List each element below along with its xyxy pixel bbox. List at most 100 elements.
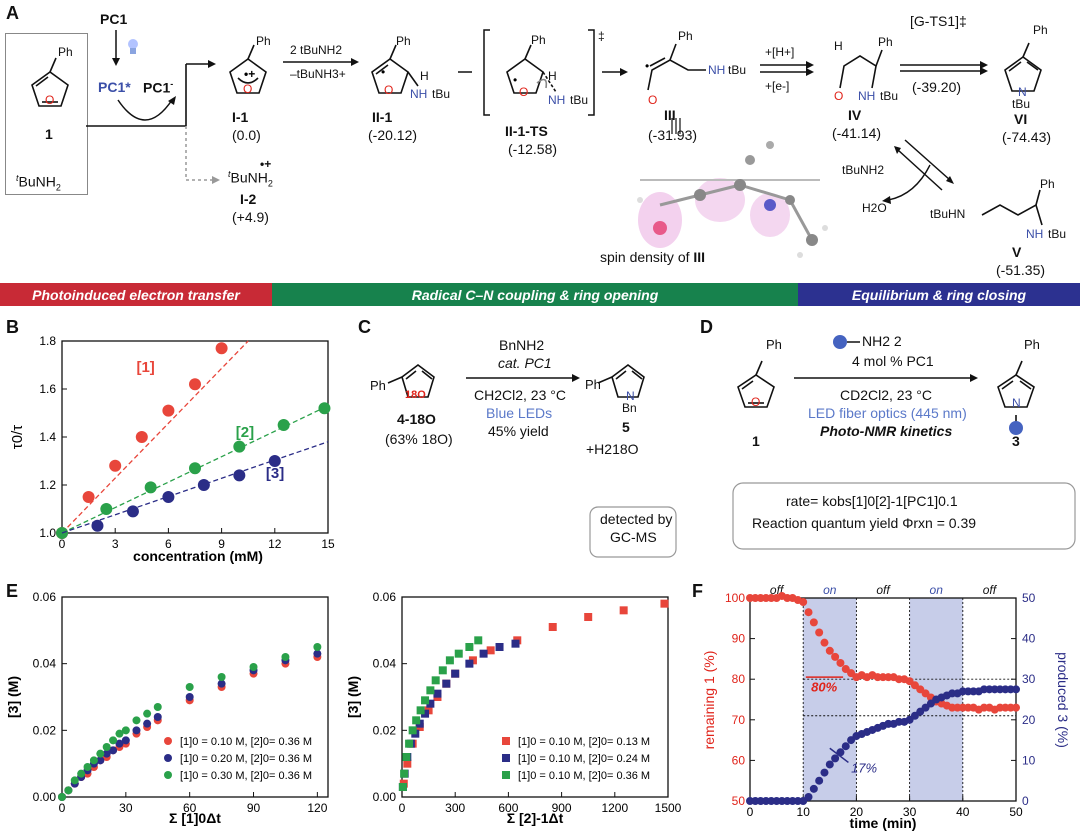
c-sm-ph: Ph	[370, 378, 386, 393]
d-quantum-yield: Reaction quantum yield Φrxn = 0.39	[752, 515, 977, 531]
legend-label: [1]0 = 0.30 M, [2]0= 0.36 M	[180, 770, 312, 782]
panel-c-letter: C	[358, 317, 371, 337]
iii-energy: (-31.93)	[648, 127, 698, 143]
panel-f-letter: F	[692, 581, 703, 601]
ii-1-nh: NH	[410, 87, 428, 101]
data-point	[89, 756, 98, 765]
data-point	[233, 440, 246, 453]
data-point	[433, 689, 442, 698]
panel-a-letter: A	[6, 3, 19, 23]
data-point	[121, 736, 130, 745]
i-1-energy: (0.0)	[232, 127, 261, 143]
x-tick-label: 300	[445, 801, 465, 815]
i-2-label: I-2	[240, 191, 257, 207]
data-point	[233, 469, 246, 482]
i-1-structure	[229, 44, 267, 94]
d-cond2: LED fiber optics (445 nm)	[808, 405, 967, 421]
vi-structure	[1004, 42, 1042, 92]
data-point	[445, 656, 454, 665]
x-axis-label: Σ [1]0Δt	[169, 810, 221, 826]
y-tick-label: 90	[732, 632, 746, 646]
data-point	[815, 776, 824, 785]
x-tick-label: 12	[268, 537, 282, 551]
data-point	[281, 653, 290, 661]
x-tick-label: 30	[119, 801, 133, 815]
x-tick-label: 0	[747, 805, 754, 819]
data-point	[249, 663, 258, 671]
furan-1-o: O	[45, 93, 55, 107]
i-1-o: O	[243, 82, 253, 96]
data-point	[185, 683, 194, 691]
v-ph: Ph	[1040, 177, 1055, 191]
c-sm-o18: 18O	[405, 389, 426, 401]
d-cond3: Photo-NMR kinetics	[820, 423, 953, 439]
data-point	[402, 753, 411, 761]
data-point	[115, 729, 124, 738]
d-sm-label: 1	[752, 433, 760, 449]
y-axis-label: remaining 1 (%)	[701, 651, 717, 750]
data-point	[83, 763, 92, 771]
data-point	[841, 742, 850, 751]
plot-frame	[61, 340, 329, 534]
phase-label: on	[823, 583, 837, 597]
y-tick-label: 0.04	[373, 657, 397, 671]
y2-tick-label: 0	[1022, 794, 1029, 808]
data-point	[162, 491, 175, 503]
c-product-n: N	[626, 389, 635, 403]
y-tick-label: 100	[725, 591, 745, 605]
c-product-ph: Ph	[585, 377, 601, 392]
x-tick-label: 10	[797, 805, 811, 819]
annotation-80: 80%	[811, 679, 837, 694]
x-tick-label: 0	[59, 537, 66, 551]
banner-equilibrium: Equilibrium & ring closing	[798, 283, 1080, 306]
iv-structure	[839, 49, 883, 89]
data-point	[162, 404, 175, 417]
light-on-region	[803, 598, 857, 801]
y-tick-label: 0.06	[373, 590, 397, 604]
data-point	[1012, 703, 1020, 712]
data-point	[313, 643, 322, 651]
data-point	[825, 646, 834, 655]
equil-water: H2O	[862, 201, 887, 215]
c-cond2: Blue LEDs	[486, 405, 553, 421]
chart-e-right: 0 300 600 900 1200 1500 0.00 0.02 0.04 0.06 [1]0 =…	[345, 590, 682, 826]
legend-label: [1]0 = 0.10 M, [2]0= 0.24 M	[518, 753, 650, 765]
data-point	[143, 709, 152, 718]
ii-1-ts-energy: (-12.58)	[508, 141, 558, 157]
v-label: V	[1012, 244, 1022, 260]
x-axis-label: time (min)	[850, 815, 917, 831]
y-tick-label: 0.02	[373, 723, 397, 737]
data-point	[421, 709, 430, 718]
legend-marker	[502, 737, 510, 745]
legend-label: [1]0 = 0.10 M, [2]0= 0.13 M	[518, 736, 650, 748]
data-point	[400, 769, 409, 778]
data-point	[421, 696, 430, 705]
y-tick-label: 0.00	[373, 790, 397, 804]
data-point	[121, 726, 130, 735]
panel-d-scheme	[732, 335, 1076, 550]
phase-label: on	[930, 583, 944, 597]
data-point	[486, 646, 495, 655]
data-point	[815, 628, 824, 637]
i-1-ph: Ph	[256, 34, 271, 48]
data-point	[82, 491, 95, 503]
data-point	[143, 719, 152, 728]
y-axis-label: [3] (M)	[5, 676, 21, 718]
c-detect-2: GC-MS	[610, 529, 657, 545]
data-point	[799, 598, 808, 607]
y-tick-label: 60	[732, 753, 746, 767]
ii-1-ts-ph: Ph	[531, 33, 546, 47]
iii-label: III	[664, 107, 676, 123]
iv-energy: (-41.14)	[832, 125, 882, 141]
iv-ph: Ph	[878, 35, 893, 49]
iii-structure	[647, 43, 706, 91]
x-axis-label: Σ [2]-1Δt	[507, 810, 564, 826]
y-axis-label: [3] (M)	[345, 676, 361, 718]
data-point	[831, 754, 840, 763]
data-point	[96, 756, 105, 765]
legend-marker	[164, 771, 172, 779]
legend-marker	[502, 771, 510, 779]
ii-1-ts-structure	[506, 44, 557, 94]
x-tick-label: 15	[321, 537, 335, 551]
